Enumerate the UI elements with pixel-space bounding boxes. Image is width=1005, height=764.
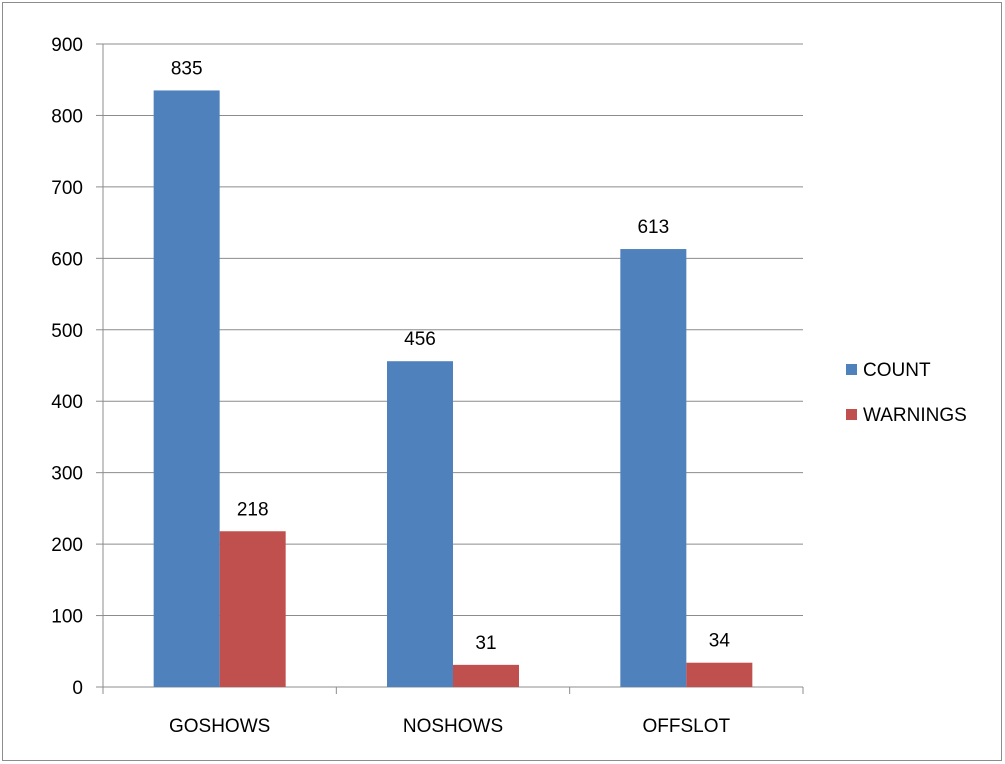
x-tick-label: GOSHOWS (169, 716, 270, 737)
y-tick-label: 500 (51, 321, 83, 342)
y-tick-label: 100 (51, 607, 83, 628)
x-tick-label: NOSHOWS (403, 716, 503, 737)
bar-count-goshows (153, 90, 220, 687)
data-label: 31 (475, 633, 496, 654)
y-tick-label: 800 (51, 106, 83, 127)
bar-count-noshows (387, 361, 453, 687)
data-label: 456 (404, 329, 436, 350)
x-tick-label: OFFSLOT (643, 716, 731, 737)
legend-swatch (846, 409, 857, 420)
legend-swatch (846, 364, 857, 375)
legend: COUNT WARNINGS (846, 360, 967, 426)
bars (153, 90, 753, 687)
data-label: 613 (637, 217, 669, 238)
bar-warnings-offslot (686, 662, 753, 687)
y-tick-label: 900 (51, 35, 83, 56)
data-label: 218 (237, 499, 269, 520)
data-label: 34 (709, 631, 731, 652)
y-tick-label: 700 (51, 178, 83, 199)
x-axis-ticks: GOSHOWS NOSHOWS OFFSLOT (169, 716, 731, 737)
bar-warnings-goshows (219, 531, 286, 687)
y-tick-label: 0 (72, 678, 83, 699)
legend-label: WARNINGS (863, 405, 967, 426)
data-labels: 835 218 456 31 613 34 (171, 58, 731, 653)
y-axis-ticks: 0 100 200 300 400 500 600 700 800 900 (51, 35, 83, 699)
y-tick-label: 400 (51, 392, 83, 413)
y-tick-label: 300 (51, 464, 83, 485)
legend-label: COUNT (863, 360, 931, 381)
bar-count-offslot (620, 249, 687, 687)
y-tick-label: 200 (51, 535, 83, 556)
bar-warnings-noshows (453, 664, 519, 687)
y-tick-label: 600 (51, 249, 83, 270)
data-label: 835 (171, 58, 203, 79)
